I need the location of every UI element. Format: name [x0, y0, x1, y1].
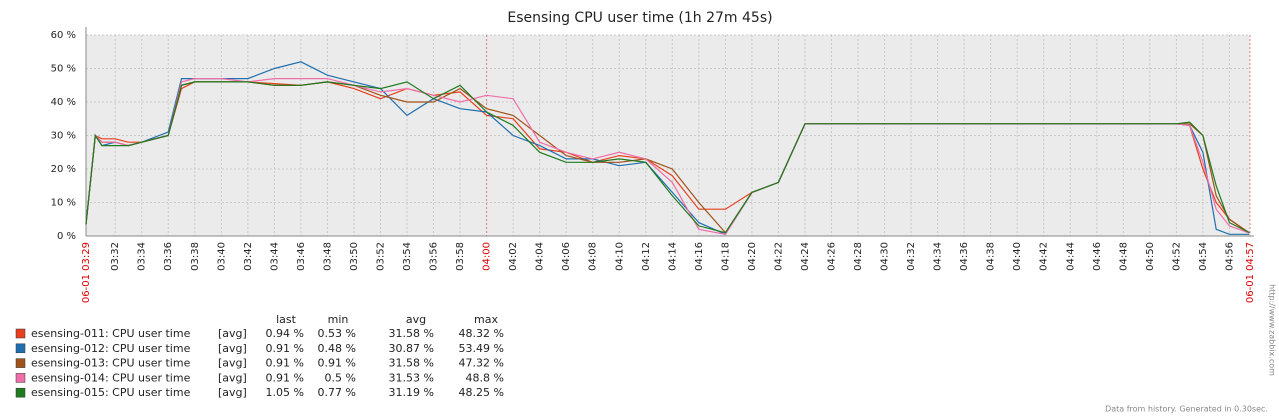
x-tick-label: 03:56 [429, 242, 440, 271]
legend-cell: 0.94 % [266, 327, 304, 340]
legend-cell: 1.05 % [266, 386, 304, 399]
x-tick-label: 04:26 [826, 242, 837, 271]
legend-cell: [avg] [218, 357, 247, 370]
x-tick-label: 04:38 [986, 242, 997, 271]
legend-cell: 0.91 % [318, 357, 356, 370]
x-tick-label: 04:50 [1145, 242, 1156, 271]
legend-header: max [474, 313, 498, 326]
x-tick-label: 04:06 [561, 242, 572, 271]
x-tick-label: 04:10 [614, 242, 625, 271]
legend-cell: 31.58 % [389, 327, 434, 340]
legend-cell: 47.32 % [459, 357, 504, 370]
legend-cell: [avg] [218, 386, 247, 399]
legend-cell: 0.91 % [266, 342, 304, 355]
legend-cell: 0.77 % [318, 386, 356, 399]
x-tick-label: 06-01 03:29 [81, 242, 92, 303]
legend-cell: 30.87 % [389, 342, 434, 355]
x-tick-label: 04:18 [720, 242, 731, 271]
x-tick-label: 03:44 [269, 242, 280, 271]
x-tick-label: 04:30 [880, 242, 891, 271]
legend-cell: 31.58 % [389, 357, 434, 370]
legend-label: esensing-015: CPU user time [31, 386, 191, 399]
legend-swatch [15, 328, 26, 339]
legend-swatch [15, 358, 26, 368]
x-tick-label: 03:46 [296, 242, 307, 271]
x-tick-label: 03:58 [455, 242, 466, 271]
legend-label: esensing-013: CPU user time [31, 357, 191, 370]
x-tick-label: 04:08 [588, 242, 599, 271]
legend-cell: 48.25 % [459, 386, 504, 399]
legend-cell: [avg] [218, 342, 247, 355]
legend-cell: 48.8 % [466, 371, 504, 384]
chart-title: Esensing CPU user time (1h 27m 45s) [507, 10, 772, 26]
x-tick-label: 03:52 [375, 242, 386, 271]
x-tick-label: 03:50 [349, 242, 360, 271]
x-tick-label: 03:32 [110, 242, 121, 271]
y-tick-label: 60 % [51, 30, 76, 41]
legend-cell: 0.48 % [318, 342, 356, 355]
legend-cell: 0.91 % [266, 371, 304, 384]
legend-label: esensing-012: CPU user time [31, 342, 191, 355]
legend-header: avg [406, 313, 426, 326]
x-tick-label: 04:46 [1092, 242, 1103, 271]
x-tick-label: 04:44 [1065, 242, 1076, 271]
x-tick-label: 04:52 [1171, 242, 1182, 271]
legend-cell: [avg] [218, 371, 247, 384]
x-tick-label: 04:32 [906, 242, 917, 271]
x-tick-label: 04:42 [1039, 242, 1050, 271]
legend-header: last [276, 313, 297, 326]
x-tick-label: 04:20 [747, 242, 758, 271]
y-tick-label: 40 % [51, 97, 76, 108]
x-tick-label: 03:42 [243, 242, 254, 271]
x-tick-label: 04:24 [800, 242, 811, 271]
x-tick-label: 04:12 [641, 242, 652, 271]
y-tick-label: 30 % [51, 131, 76, 142]
x-tick-label: 04:28 [853, 242, 864, 271]
x-tick-label: 04:54 [1198, 242, 1209, 271]
watermark: http://www.zabbix.com [1268, 284, 1277, 376]
x-tick-label: 04:00 [482, 242, 493, 271]
x-tick-label: 03:40 [216, 242, 227, 271]
x-tick-label: 03:36 [163, 242, 174, 271]
x-tick-label: 04:02 [508, 242, 519, 271]
legend-swatch [15, 343, 26, 354]
x-tick-label: 03:34 [137, 242, 148, 271]
legend-cell: 0.53 % [318, 327, 356, 340]
x-tick-label: 04:56 [1224, 242, 1235, 271]
legend-label: esensing-014: CPU user time [31, 371, 191, 384]
legend-label: esensing-011: CPU user time [31, 327, 191, 340]
x-tick-label: 03:38 [190, 242, 201, 271]
x-tick-label: 04:40 [1012, 242, 1023, 271]
y-tick-label: 20 % [51, 164, 76, 175]
legend-swatch [15, 373, 26, 383]
footer-note: Data from history. Generated in 0.30sec. [1105, 405, 1268, 414]
x-tick-label: 04:36 [959, 242, 970, 271]
x-tick-label: 04:48 [1118, 242, 1129, 271]
y-tick-label: 50 % [51, 64, 76, 75]
legend-cell: 31.19 % [389, 386, 434, 399]
x-tick-label: 04:04 [535, 242, 546, 271]
series-line [85, 81, 1250, 234]
y-tick-label: 10 % [51, 198, 76, 209]
legend-header: min [328, 313, 349, 326]
x-tick-label: 03:48 [322, 242, 333, 271]
legend-cell: 53.49 % [459, 342, 504, 355]
legend-cell: 31.53 % [389, 371, 434, 384]
legend-cell: [avg] [218, 327, 247, 340]
legend-cell: 0.91 % [266, 357, 304, 370]
legend-cell: 0.5 % [325, 371, 356, 384]
legend-cell: 48.32 % [459, 327, 504, 340]
x-tick-label: 04:34 [933, 242, 944, 271]
x-tick-label: 03:54 [402, 242, 413, 271]
y-tick-label: 0 % [57, 231, 76, 242]
x-tick-label: 06-01 04:57 [1245, 242, 1256, 303]
legend-swatch [15, 387, 26, 398]
x-tick-label: 04:14 [667, 242, 678, 271]
x-tick-label: 04:22 [773, 242, 784, 271]
x-tick-label: 04:16 [694, 242, 705, 271]
